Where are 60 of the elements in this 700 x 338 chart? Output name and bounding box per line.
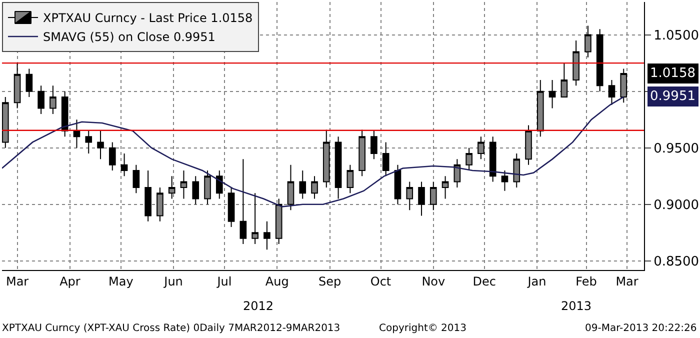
- candlestick: [394, 164, 402, 205]
- candlestick: [572, 40, 580, 86]
- candlestick: [192, 176, 200, 205]
- candlestick: [489, 136, 496, 182]
- candlestick: [85, 130, 92, 154]
- x-tick-label: Jul: [216, 274, 232, 288]
- text: XPTXAU Curncy (XPT-XAU Cross Rate) 0Daily 7MAR2012-9MAR2013: [2, 323, 340, 334]
- candlestick: [596, 28, 604, 92]
- y-tick-label: 0.8500: [654, 254, 700, 270]
- x-tick-label: Dec: [472, 274, 496, 288]
- candlestick: [264, 220, 270, 250]
- text: 1.0158: [650, 66, 696, 81]
- x-tick-label: May: [108, 274, 134, 288]
- x-tick-label: Mar: [6, 274, 29, 288]
- candlestick: [97, 130, 104, 160]
- legend-label: XPTXAU Curncy - Last Price 1.0158: [43, 11, 253, 26]
- candlestick: [180, 170, 188, 200]
- y-tick-label: 1.0500: [654, 28, 700, 44]
- x-tick-label: Apr: [60, 274, 80, 288]
- text: 2013: [561, 299, 592, 313]
- candlestick: [120, 153, 128, 177]
- x-tick-label: Aug: [265, 274, 289, 288]
- x-tick-label: Mar: [616, 274, 638, 288]
- candlestick: [38, 85, 44, 114]
- candlestick: [132, 164, 140, 194]
- candlestick: [240, 158, 247, 244]
- x-tick-label: Feb: [576, 274, 597, 288]
- line-series: [2, 96, 624, 208]
- candlestick: [299, 170, 306, 200]
- candlestick: [608, 80, 616, 106]
- candlestick: [108, 142, 116, 171]
- candlestick: [442, 176, 449, 200]
- x-tick-label: Jan: [526, 274, 546, 288]
- y-tick-label: 0.9000: [654, 198, 700, 213]
- candlestick: [334, 136, 342, 200]
- x-tick-label: Oct: [370, 274, 392, 288]
- candlestick: [73, 119, 80, 148]
- candlestick: [26, 68, 33, 98]
- candlestick: [382, 142, 390, 177]
- candlestick: [548, 80, 556, 109]
- x-tick-label: Nov: [422, 274, 446, 288]
- text: 0.9951: [650, 89, 696, 104]
- candlestick: [370, 130, 378, 160]
- candlestick: [513, 153, 520, 188]
- candlestick: [228, 186, 235, 228]
- text: 2012: [243, 299, 274, 313]
- y-tick-label: 0.9500: [654, 141, 700, 156]
- text: Copyright© 2013: [379, 323, 466, 334]
- x-tick-label: Jun: [163, 274, 183, 288]
- candlestick: [144, 170, 152, 222]
- candlestick: [501, 170, 508, 192]
- text: 09-Mar-2013 20:22:26: [585, 323, 697, 334]
- candlestick: [216, 170, 223, 200]
- candlestick: [418, 181, 425, 216]
- x-tick-label: Sep: [318, 274, 342, 288]
- legend-label: SMAVG (55) on Close 0.9951: [43, 30, 216, 44]
- candlestick: [61, 90, 68, 138]
- candlestick: [346, 164, 354, 194]
- candlestick: [454, 158, 461, 188]
- candlestick: [311, 176, 318, 200]
